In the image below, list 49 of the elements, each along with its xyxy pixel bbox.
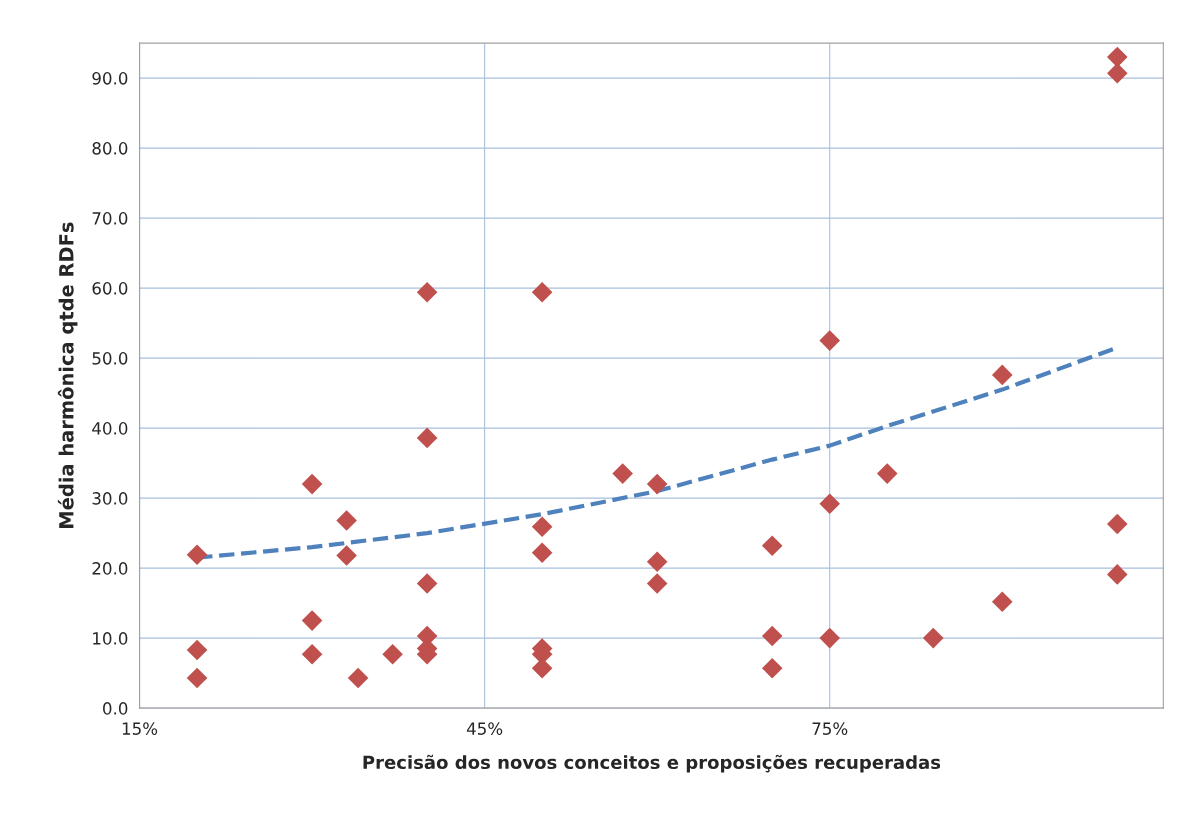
- point: [347, 667, 369, 689]
- y-tick-label: 60.0: [92, 282, 128, 295]
- point: [336, 510, 357, 531]
- point: [991, 364, 1013, 386]
- x-tick-label: 75%: [812, 722, 848, 735]
- point: [819, 330, 841, 351]
- point: [761, 657, 783, 679]
- point: [531, 282, 553, 303]
- y-tick-label: 90.0: [92, 72, 128, 85]
- point: [416, 282, 438, 303]
- point: [876, 463, 898, 484]
- point: [301, 610, 323, 631]
- point: [646, 573, 668, 594]
- y-tick-label: 0.0: [103, 702, 128, 715]
- point: [1106, 46, 1128, 68]
- y-tick-label: 50.0: [92, 352, 128, 365]
- point: [1106, 564, 1128, 585]
- point: [416, 427, 438, 449]
- y-tick-label: 70.0: [92, 212, 128, 225]
- point: [991, 591, 1013, 613]
- y-tick-label: 80.0: [92, 142, 128, 155]
- point: [646, 473, 668, 495]
- point: [761, 625, 783, 647]
- point: [531, 516, 553, 538]
- point: [301, 643, 323, 665]
- point: [819, 493, 841, 515]
- point: [1106, 62, 1128, 84]
- point: [646, 551, 668, 573]
- x-tick-label: 15%: [122, 722, 158, 735]
- point: [186, 544, 208, 566]
- point: [922, 627, 944, 649]
- x-axis-title: Precisão dos novos conceitos e proposições recuperadas: [363, 754, 941, 773]
- point: [819, 627, 841, 649]
- point: [186, 667, 208, 689]
- y-tick-label: 10.0: [93, 632, 128, 645]
- point: [416, 573, 438, 594]
- point: [761, 535, 783, 557]
- point: [301, 473, 323, 495]
- y-tick-label: 30.0: [92, 492, 128, 505]
- point: [336, 545, 357, 566]
- point: [186, 639, 208, 661]
- y-tick-label: 20.0: [92, 562, 128, 575]
- y-axis-title: Média harmônica qtde RDFs: [57, 222, 78, 528]
- point: [612, 463, 633, 484]
- point: [531, 542, 553, 564]
- x-tick-label: 45%: [466, 722, 503, 735]
- point: [382, 643, 403, 665]
- y-tick-label: 40.0: [92, 422, 128, 435]
- point: [1106, 513, 1128, 535]
